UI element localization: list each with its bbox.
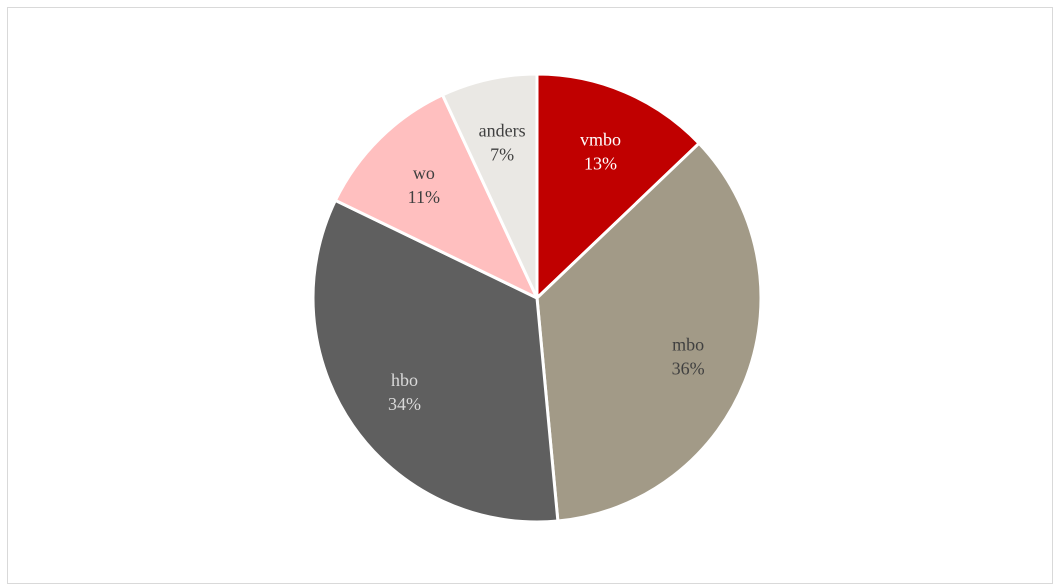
slice-label-hbo: hbo <box>391 370 418 390</box>
pie-slice-anders <box>441 72 539 300</box>
pie-labels: vmbo 13% mbo 36% hbo 34% wo 11% anders 7% <box>388 121 705 414</box>
slice-value-hbo: 34% <box>388 394 421 414</box>
slice-label-wo: wo <box>413 163 435 183</box>
pie-slice-mbo <box>535 141 763 523</box>
slice-label-vmbo: vmbo <box>580 130 621 150</box>
slice-value-vmbo: 13% <box>584 154 617 174</box>
slice-value-wo: 11% <box>408 187 440 207</box>
pie-slice-hbo <box>311 198 560 524</box>
slice-label-mbo: mbo <box>672 334 704 354</box>
slice-value-mbo: 36% <box>672 358 705 378</box>
slice-value-anders: 7% <box>490 145 514 165</box>
pie-slice-vmbo <box>535 72 701 300</box>
pie-slice-wo <box>333 93 539 300</box>
slice-label-anders: anders <box>479 121 526 141</box>
pie-slices <box>311 72 763 524</box>
